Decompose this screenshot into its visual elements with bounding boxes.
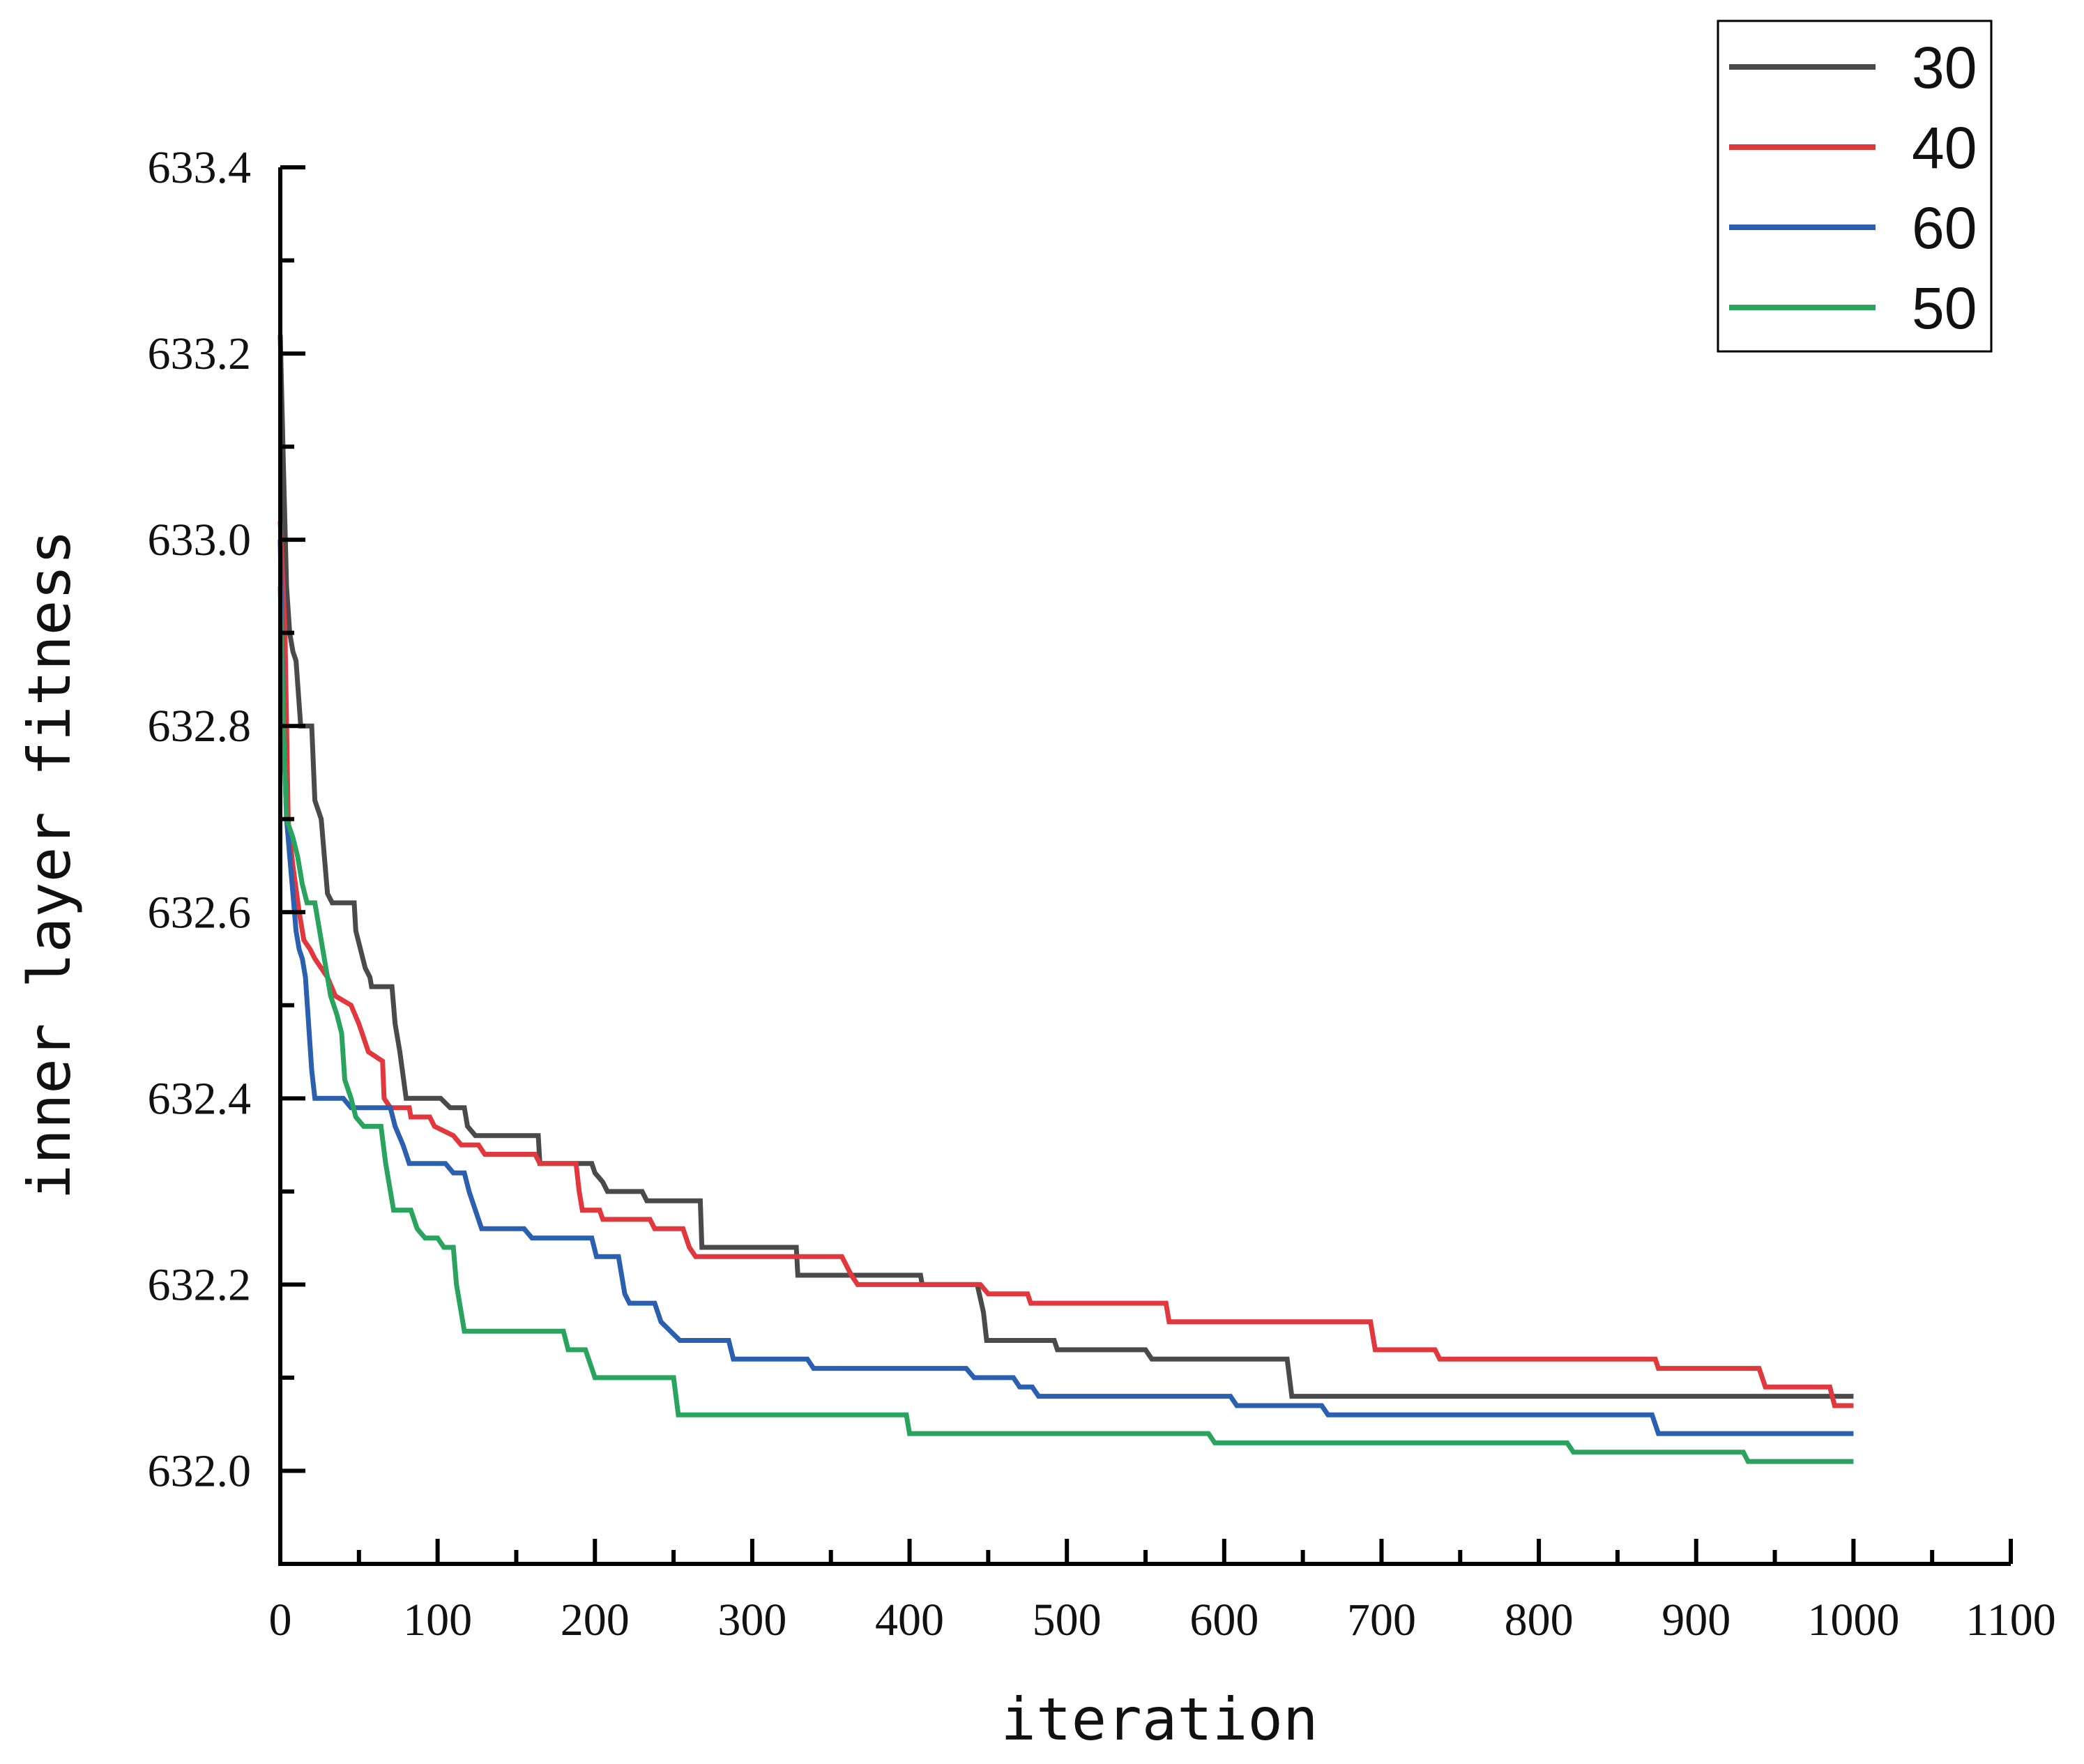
y-tick-label: 633.2 xyxy=(148,328,252,379)
series-line-40 xyxy=(277,521,1854,1408)
legend-box xyxy=(1717,20,1993,353)
y-tick-label: 633.0 xyxy=(148,515,252,565)
legend-label-30: 30 xyxy=(1912,35,1977,100)
x-axis-title: iteration xyxy=(1001,1685,1318,1754)
x-tick-label: 600 xyxy=(1189,1595,1258,1645)
y-tick-label: 632.2 xyxy=(148,1259,252,1310)
x-tick-label: 1100 xyxy=(1965,1595,2056,1645)
y-axis-title: inner layer fitness xyxy=(15,530,84,1200)
ticks xyxy=(278,165,2013,1564)
legend-label-40: 40 xyxy=(1912,115,1977,181)
x-tick-label: 200 xyxy=(561,1595,630,1645)
y-tick-label: 632.4 xyxy=(148,1073,252,1124)
series-line-60 xyxy=(277,540,1854,1436)
x-tick-label: 0 xyxy=(269,1595,292,1645)
y-tick-label: 632.6 xyxy=(148,887,252,938)
plot-area xyxy=(277,335,1854,1464)
y-tick-label: 632.8 xyxy=(148,701,252,752)
x-tick-label: 100 xyxy=(403,1595,472,1645)
x-tick-label: 700 xyxy=(1347,1595,1416,1645)
axes xyxy=(278,167,2011,1566)
legend-label-50: 50 xyxy=(1912,275,1977,341)
tick-labels: 0 100 200 300 400 500 600 700 800 900 1000 1100 632.… xyxy=(148,142,2056,1645)
x-tick-label: 400 xyxy=(875,1595,944,1645)
series-line-50 xyxy=(277,586,1854,1464)
x-tick-label: 500 xyxy=(1033,1595,1102,1645)
legend-label-60: 60 xyxy=(1912,195,1977,261)
legend: 30 40 60 50 xyxy=(1717,20,1993,353)
x-tick-label: 800 xyxy=(1505,1595,1574,1645)
x-tick-label: 1000 xyxy=(1807,1595,1899,1645)
x-tick-label: 900 xyxy=(1661,1595,1731,1645)
y-tick-label: 633.4 xyxy=(148,142,252,193)
x-tick-label: 300 xyxy=(717,1595,786,1645)
y-tick-label: 632.0 xyxy=(148,1445,252,1496)
series-line-30 xyxy=(277,335,1854,1399)
